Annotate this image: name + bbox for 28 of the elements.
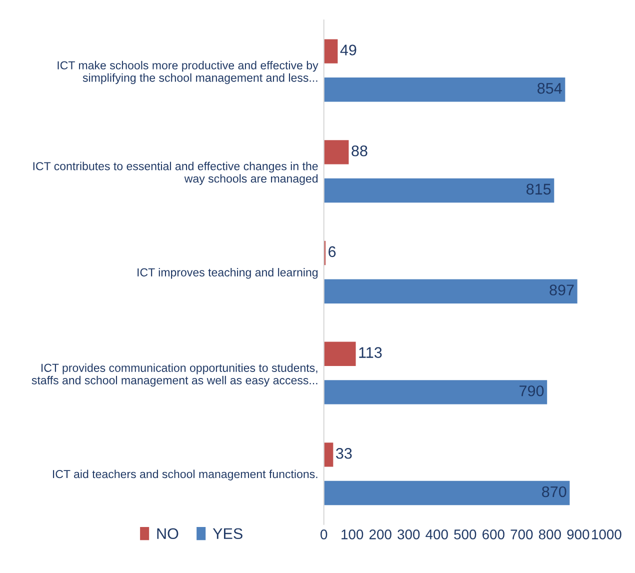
x-tick-label: 600 (482, 530, 504, 540)
x-tick-label: 800 (538, 530, 561, 540)
data-label: 113 (359, 347, 382, 358)
legend-label: NO (157, 528, 178, 540)
data-label: 6 (328, 246, 336, 258)
x-tick-label: 1000 (592, 530, 622, 540)
data-label: 854 (538, 82, 562, 94)
data-label: 33 (336, 448, 352, 459)
data-label: 790 (520, 385, 544, 396)
y-tick-label: ICT contributes to essential and effective changes in the way schools are managed (33, 162, 318, 185)
x-tick-label: 300 (398, 530, 420, 540)
x-tick-label: 700 (510, 530, 533, 540)
legend-label: YES (212, 528, 242, 540)
y-tick-label: ICT aid teachers and school management functions. (53, 470, 318, 480)
data-label: 815 (526, 184, 551, 195)
x-tick-label: 100 (342, 530, 364, 540)
x-tick-label: 0 (320, 530, 328, 540)
data-label: 870 (542, 486, 566, 498)
data-label: 897 (550, 284, 574, 296)
x-tick-label: 500 (454, 530, 476, 540)
x-tick-label: 900 (567, 530, 590, 540)
data-label: 88 (352, 145, 368, 156)
y-tick-label: ICT improves teaching and learning (138, 268, 318, 279)
y-tick-label: ICT provides communication opportunities to students, staffs and school management as well as easy access... (32, 363, 318, 387)
y-tick-label: ICT make schools more productive and effective by simplifying the school management and less... (58, 60, 318, 84)
x-tick-label: 200 (369, 530, 392, 540)
x-tick-label: 400 (426, 530, 448, 540)
data-label: 49 (340, 44, 356, 56)
